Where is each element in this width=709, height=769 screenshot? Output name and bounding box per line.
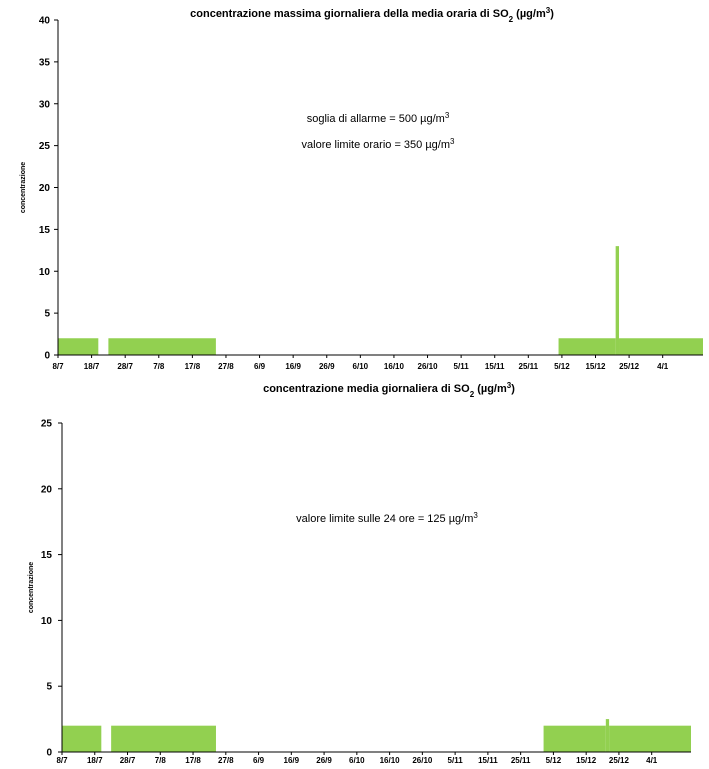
y-tick-label: 25 xyxy=(39,141,51,152)
x-tick-label: 7/8 xyxy=(153,362,165,371)
x-tick-label: 27/8 xyxy=(218,756,234,765)
y-tick-label: 10 xyxy=(41,616,53,627)
x-tick-label: 15/12 xyxy=(585,362,606,371)
x-tick-label: 26/9 xyxy=(319,362,335,371)
chart-svg: concentrazione media giornaliera di SO2 … xyxy=(28,381,691,765)
x-tick-label: 16/10 xyxy=(384,362,405,371)
x-tick-label: 16/9 xyxy=(284,756,300,765)
x-tick-label: 4/1 xyxy=(657,362,669,371)
x-tick-label: 5/11 xyxy=(454,362,470,371)
bar-segment xyxy=(605,719,610,752)
y-tick-label: 35 xyxy=(39,57,51,68)
x-tick-label: 18/7 xyxy=(87,756,103,765)
x-tick-label: 8/7 xyxy=(56,756,68,765)
x-tick-label: 18/7 xyxy=(84,362,100,371)
bar-segment xyxy=(108,338,216,355)
bar-segment xyxy=(609,725,691,752)
x-tick-label: 25/12 xyxy=(609,756,630,765)
bar-segment xyxy=(62,725,102,752)
x-tick-label: 16/10 xyxy=(380,756,401,765)
x-tick-label: 5/12 xyxy=(554,362,570,371)
y-tick-label: 30 xyxy=(39,99,51,110)
x-tick-label: 26/10 xyxy=(412,756,433,765)
annotation: valore limite orario = 350 µg/m3 xyxy=(302,137,455,152)
x-tick-label: 26/10 xyxy=(418,362,439,371)
y-tick-label: 15 xyxy=(39,225,51,236)
annotation: soglia di allarme = 500 µg/m3 xyxy=(307,111,450,126)
y-tick-label: 15 xyxy=(41,550,53,561)
chart-title: concentrazione massima giornaliera della… xyxy=(190,6,554,24)
x-tick-label: 15/12 xyxy=(576,756,597,765)
bar-segment xyxy=(558,338,616,355)
bar-segment xyxy=(111,725,216,752)
x-tick-label: 16/9 xyxy=(285,362,301,371)
y-axis-label: concentrazione xyxy=(20,162,27,213)
x-tick-label: 15/11 xyxy=(478,756,498,765)
bar-segment xyxy=(615,246,620,355)
y-tick-label: 0 xyxy=(46,748,52,759)
x-tick-label: 26/9 xyxy=(316,756,332,765)
x-tick-label: 7/8 xyxy=(155,756,167,765)
x-tick-label: 25/11 xyxy=(511,756,531,765)
y-tick-label: 5 xyxy=(46,682,52,693)
bar-segment xyxy=(58,338,99,355)
x-tick-label: 27/8 xyxy=(218,362,234,371)
x-tick-label: 15/11 xyxy=(485,362,505,371)
x-tick-label: 25/11 xyxy=(519,362,539,371)
x-tick-label: 28/7 xyxy=(120,756,136,765)
annotation: valore limite sulle 24 ore = 125 µg/m3 xyxy=(296,511,478,526)
y-tick-label: 5 xyxy=(44,309,50,320)
chart-daily-mean-so2: concentrazione media giornaliera di SO2 … xyxy=(0,378,709,769)
y-tick-label: 20 xyxy=(41,484,53,495)
x-tick-label: 4/1 xyxy=(646,756,658,765)
x-tick-label: 6/10 xyxy=(353,362,369,371)
x-tick-label: 6/9 xyxy=(254,362,266,371)
chart-max-hourly-so2: concentrazione massima giornaliera della… xyxy=(0,0,709,375)
x-tick-label: 6/10 xyxy=(349,756,365,765)
y-axis-label: concentrazione xyxy=(28,562,35,613)
x-tick-label: 25/12 xyxy=(619,362,640,371)
x-tick-label: 6/9 xyxy=(253,756,265,765)
bar-segment xyxy=(543,725,606,752)
y-tick-label: 10 xyxy=(39,267,51,278)
bar-segment xyxy=(619,338,703,355)
y-tick-label: 20 xyxy=(39,183,51,194)
chart-title: concentrazione media giornaliera di SO2 … xyxy=(263,381,515,399)
chart-svg: concentrazione massima giornaliera della… xyxy=(20,6,703,371)
x-tick-label: 5/11 xyxy=(448,756,464,765)
x-tick-label: 5/12 xyxy=(546,756,562,765)
x-tick-label: 8/7 xyxy=(52,362,64,371)
y-tick-label: 40 xyxy=(39,16,51,27)
x-tick-label: 17/8 xyxy=(185,756,201,765)
y-tick-label: 25 xyxy=(41,419,53,430)
x-tick-label: 17/8 xyxy=(185,362,201,371)
x-tick-label: 28/7 xyxy=(117,362,133,371)
y-tick-label: 0 xyxy=(44,351,50,362)
